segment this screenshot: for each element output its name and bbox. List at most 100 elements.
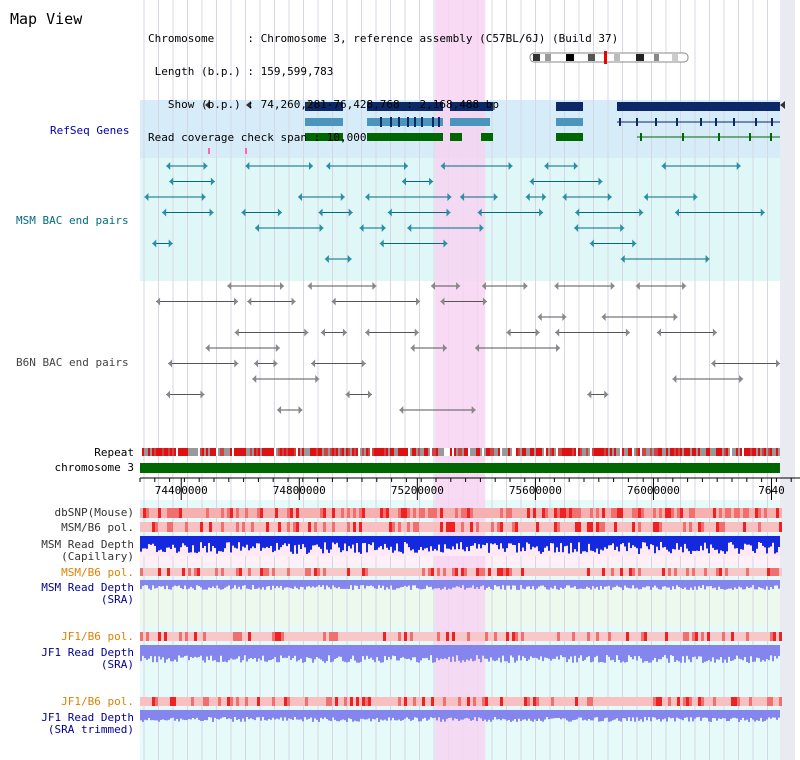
depth-bar [530, 536, 532, 550]
heat-cell [218, 697, 221, 706]
depth-bar [580, 645, 582, 656]
depth-bar [198, 645, 200, 658]
depth-bar [568, 580, 570, 586]
heat-cell [401, 522, 404, 532]
depth-bar [276, 645, 278, 663]
depth-bar [700, 580, 702, 589]
depth-bar [726, 536, 728, 552]
heat-cell [248, 508, 251, 518]
heat-cell [473, 508, 476, 518]
bac-end-marker [324, 255, 329, 263]
track-label-dbsnp[interactable]: dbSNP(Mouse) [54, 506, 134, 519]
heat-cell [347, 522, 350, 532]
heat-cell [140, 632, 143, 641]
depth-bar [676, 580, 678, 586]
heat-cell [482, 632, 485, 641]
heat-cell [713, 697, 716, 706]
depth-bar [352, 645, 354, 656]
depth-bar [570, 710, 572, 722]
track-label-jf1-depth-sra[interactable]: JF1 Read Depth [41, 646, 134, 659]
repeat-cell [224, 448, 226, 456]
repeat-cell [312, 448, 314, 456]
track-label-jf1-b6-pol[interactable]: JF1/B6 pol. [61, 630, 134, 643]
depth-bar [728, 710, 730, 722]
depth-bar [610, 710, 612, 722]
heat-cell [566, 508, 569, 518]
heat-cell [212, 632, 215, 641]
depth-bar [272, 536, 274, 553]
heat-cell [413, 508, 416, 518]
heat-cell [722, 632, 725, 641]
depth-bar [244, 645, 246, 656]
track-label-jf1-depth-trimmed[interactable]: JF1 Read Depth [41, 711, 134, 724]
heat-cell [272, 632, 275, 641]
depth-bar [626, 645, 628, 662]
heat-cell [521, 522, 524, 532]
heat-cell [584, 632, 587, 641]
depth-bar [424, 710, 426, 718]
depth-bar [450, 645, 452, 662]
depth-bar [258, 645, 260, 659]
repeat-cell [226, 448, 228, 456]
depth-bar [350, 645, 352, 660]
heat-cell [200, 568, 203, 576]
heat-cell [557, 632, 560, 641]
repeat-cell [208, 448, 210, 456]
depth-bar [656, 645, 658, 662]
depth-bar [708, 710, 710, 722]
heat-cell [251, 508, 254, 518]
track-label-msm-depth-capillary[interactable]: MSM Read Depth [41, 538, 134, 551]
repeat-cell [524, 448, 526, 456]
heat-cell [491, 508, 494, 518]
bac-end-marker [414, 328, 419, 337]
depth-bar [746, 710, 748, 720]
depth-bar [382, 580, 384, 586]
depth-bar [376, 645, 378, 658]
depth-bar [478, 580, 480, 589]
track-label-msm-bac[interactable]: MSM BAC end pairs [16, 214, 129, 227]
depth-bar [162, 536, 164, 552]
depth-bar [562, 645, 564, 658]
depth-bar [426, 710, 428, 721]
depth-bar [142, 710, 144, 722]
track-label-refseq[interactable]: RefSeq Genes [50, 124, 130, 137]
heat-cell [494, 508, 497, 518]
heat-cell [263, 508, 266, 518]
depth-bar [600, 710, 602, 722]
repeat-cell [352, 448, 354, 456]
heat-cell [407, 697, 410, 706]
track-label-jf1-b6-pol-2[interactable]: JF1/B6 pol. [61, 695, 134, 708]
heat-cell [302, 522, 305, 532]
repeat-cell [668, 448, 670, 456]
bac-end-marker [562, 193, 567, 201]
heat-cell [143, 697, 146, 706]
bac-end-marker [544, 162, 549, 170]
depth-bar [610, 536, 612, 546]
depth-bar [416, 580, 418, 589]
heat-cell [386, 508, 389, 518]
depth-bar [214, 710, 216, 718]
repeat-cell [358, 448, 360, 456]
position-axis: 74400000 74800000 75200000 75600000 76000000… [139, 477, 800, 500]
depth-bar [232, 536, 234, 546]
track-label-msm-b6-pol-2[interactable]: MSM/B6 pol. [61, 566, 134, 579]
heat-cell [326, 697, 329, 706]
track-label-msm-depth-sra[interactable]: MSM Read Depth [41, 581, 134, 594]
heat-cell [707, 522, 710, 532]
depth-bar [374, 710, 376, 720]
depth-bar [726, 645, 728, 663]
heat-cell [356, 697, 359, 706]
track-label-b6n-bac[interactable]: B6N BAC end pairs [16, 356, 129, 369]
heat-cell [314, 568, 317, 576]
depth-bar [218, 710, 220, 720]
repeat-cell [336, 448, 338, 456]
depth-bar [632, 710, 634, 718]
heat-cell [464, 697, 467, 706]
depth-bar [436, 645, 438, 658]
track-label-msm-b6-pol[interactable]: MSM/B6 pol. [61, 521, 134, 534]
depth-bar [752, 536, 754, 552]
depth-bar [494, 645, 496, 662]
depth-bar [712, 645, 714, 658]
bac-end-marker [632, 239, 637, 248]
